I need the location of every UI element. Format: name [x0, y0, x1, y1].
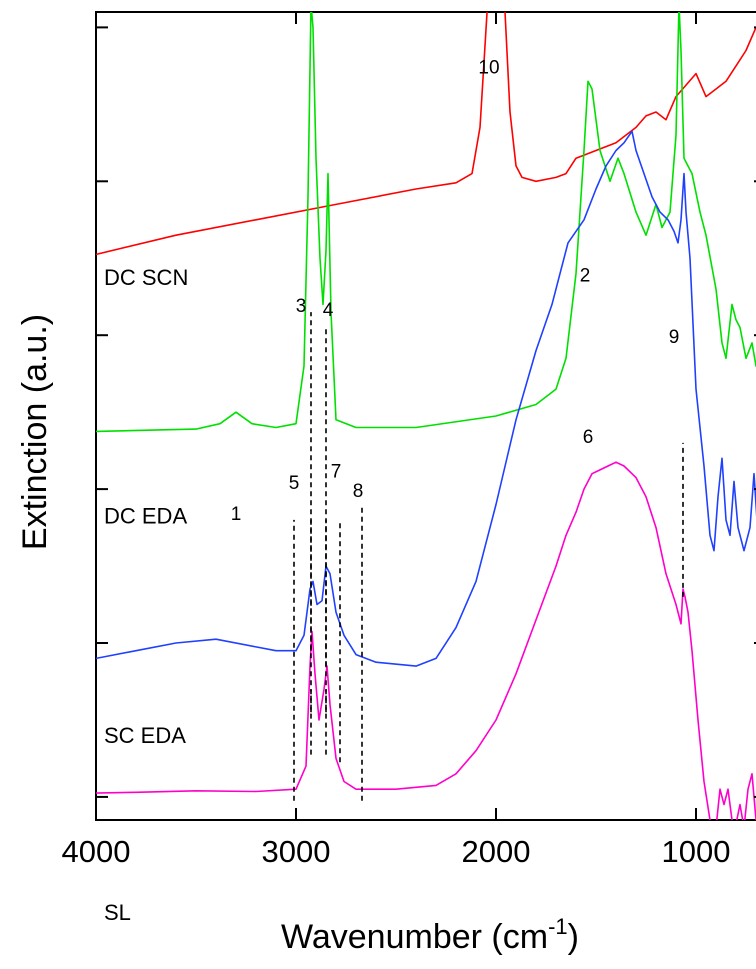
peak-label: 10: [478, 58, 499, 79]
series-label: SL: [104, 900, 131, 925]
series-line-dc-eda: [96, 12, 756, 433]
x-axis-title: Wavenumber (cm-1): [281, 914, 579, 956]
peak-label: 7: [331, 462, 342, 483]
peak-label: 3: [296, 296, 307, 317]
x-tick-label: 3000: [262, 834, 331, 869]
series-line-dc-scn: [96, 12, 756, 256]
x-axis-title-end: ): [568, 918, 579, 956]
peak-label: 6: [583, 427, 594, 448]
x-axis-title-main: Wavenumber (cm: [281, 918, 548, 956]
peak-label: 5: [289, 473, 300, 494]
series-line-sc-eda: [96, 130, 756, 667]
series-label: SC EDA: [104, 723, 186, 748]
plot-area: DC SCN DC EDA SC EDA SL 10 2 3 4 1 9 5 78 6: [96, 12, 756, 925]
axes: 4000 3000 2000 1000: [62, 12, 756, 869]
y-axis-title: Extinction (a.u.): [16, 314, 54, 550]
x-tick-label: 2000: [462, 834, 531, 869]
plot-frame: [95, 11, 756, 821]
x-tick-label: 1000: [662, 834, 731, 869]
peak-label: 8: [353, 481, 364, 502]
x-tick-label: 4000: [62, 834, 131, 869]
peak-label: 9: [669, 327, 680, 348]
series-label: DC EDA: [104, 504, 187, 529]
peak-label: 2: [580, 265, 591, 286]
series-label: DC SCN: [104, 265, 188, 290]
peak-label: 1: [231, 504, 242, 525]
x-axis-title-sup: -1: [548, 914, 568, 939]
series-line-sl: [96, 461, 756, 820]
peak-label: 4: [323, 300, 334, 321]
